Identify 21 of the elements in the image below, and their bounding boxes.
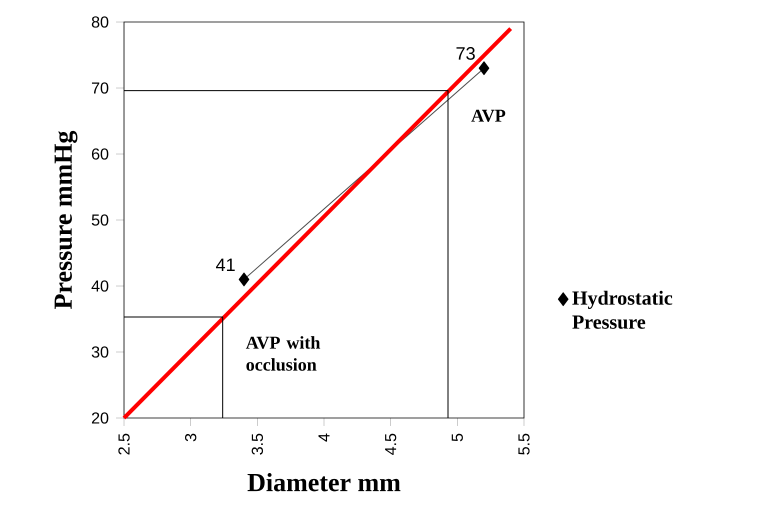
y-tick-label: 60 xyxy=(92,148,108,160)
y-tick-label: 50 xyxy=(92,214,108,226)
data-label: 41 xyxy=(216,258,235,272)
data-label: 73 xyxy=(456,47,475,60)
y-axis-title: Pressure mmHg xyxy=(54,130,78,309)
y-tick-label: 80 xyxy=(92,16,108,28)
annotation: AVP xyxy=(471,110,506,122)
y-tick-label: 20 xyxy=(92,412,108,424)
x-tick-label: 5.5 xyxy=(518,434,530,455)
x-tick-label: 4 xyxy=(318,434,330,442)
y-tick-label: 40 xyxy=(92,280,108,292)
annotation: AVP with occlusion xyxy=(246,336,320,371)
x-tick-label: 3.5 xyxy=(252,434,264,455)
x-tick-label: 4.5 xyxy=(385,434,396,455)
x-tick-label: 3 xyxy=(185,434,196,442)
x-axis-title: Diameter mm xyxy=(248,473,400,492)
x-tick-label: 5 xyxy=(452,434,463,442)
legend-label: Hydrostatic Pressure xyxy=(572,290,672,329)
y-tick-label: 30 xyxy=(92,346,108,358)
x-tick-label: 2.5 xyxy=(118,434,130,454)
y-tick-label: 70 xyxy=(92,82,108,94)
